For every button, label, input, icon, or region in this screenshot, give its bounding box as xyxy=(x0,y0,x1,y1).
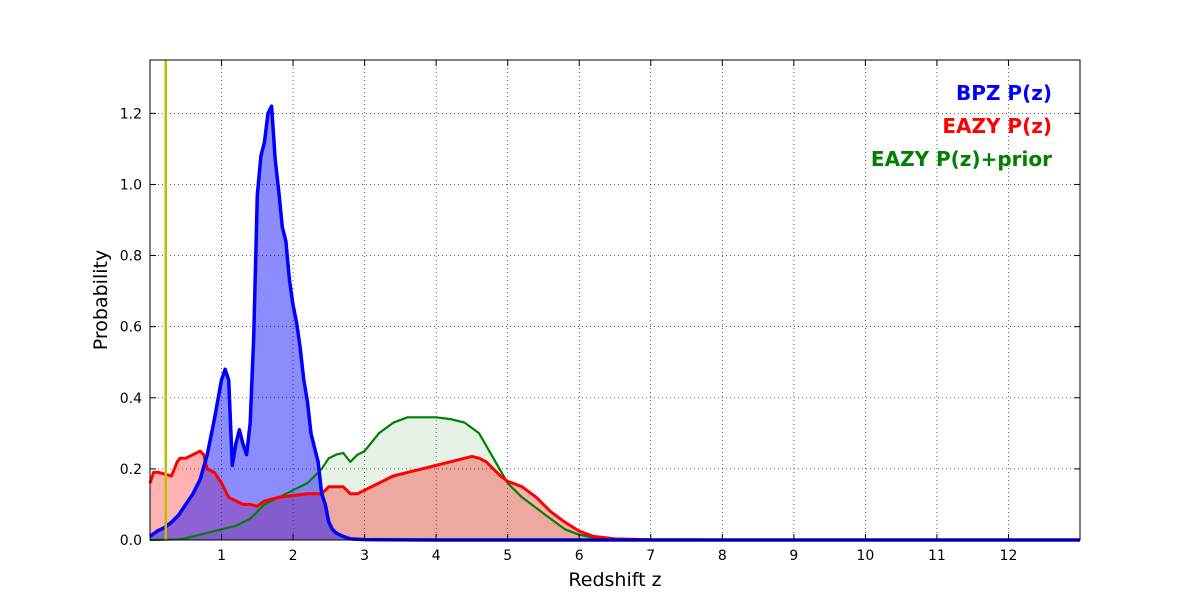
y-tick-label: 0.8 xyxy=(120,249,142,265)
x-tick-label: 6 xyxy=(575,548,584,564)
series-fill-1 xyxy=(150,451,1080,540)
series-fill-0 xyxy=(150,106,1080,540)
series-fill-2 xyxy=(150,417,1080,540)
axis-ticks xyxy=(150,60,1080,541)
y-tick-label: 0.2 xyxy=(120,462,142,478)
y-tick-labels: 0.0 0.2 0.4 0.6 0.8 1.0 1.2 xyxy=(120,106,142,549)
legend-entry: EAZY P(z)+prior xyxy=(871,147,1052,171)
legend-entry: EAZY P(z) xyxy=(942,114,1052,138)
y-tick-label: 1.0 xyxy=(120,177,142,193)
x-tick-label: 9 xyxy=(789,548,798,564)
legend-entry: BPZ P(z) xyxy=(956,81,1052,105)
series-lines xyxy=(148,104,1080,542)
x-tick-label: 5 xyxy=(503,548,512,564)
x-tick-label: 10 xyxy=(856,548,874,564)
y-tick-label: 1.2 xyxy=(120,106,142,122)
y-axis-label: Probability xyxy=(90,250,112,350)
x-axis-label: Redshift z xyxy=(568,569,661,591)
x-tick-label: 8 xyxy=(718,548,727,564)
x-tick-labels: 1 2 3 4 5 6 7 8 9 10 11 12 xyxy=(217,548,1017,564)
x-tick-label: 3 xyxy=(360,548,369,564)
series-line-0 xyxy=(148,104,1080,542)
x-tick-label: 4 xyxy=(432,548,441,564)
x-tick-label: 12 xyxy=(1000,548,1018,564)
series-fills xyxy=(150,106,1080,540)
y-tick-label: 0.6 xyxy=(120,320,142,336)
y-tick-label: 0.4 xyxy=(120,391,142,407)
x-tick-label: 2 xyxy=(289,548,298,564)
x-tick-label: 11 xyxy=(928,548,946,564)
x-tick-label: 1 xyxy=(217,548,226,564)
x-tick-label: 7 xyxy=(646,548,655,564)
series-line-1 xyxy=(148,449,1080,542)
legend: BPZ P(z) EAZY P(z) EAZY P(z)+prior xyxy=(871,81,1052,171)
plot-frame xyxy=(149,59,1081,541)
grid xyxy=(150,60,1080,540)
series-line-2 xyxy=(149,416,1080,542)
y-tick-label: 0.0 xyxy=(120,533,142,549)
